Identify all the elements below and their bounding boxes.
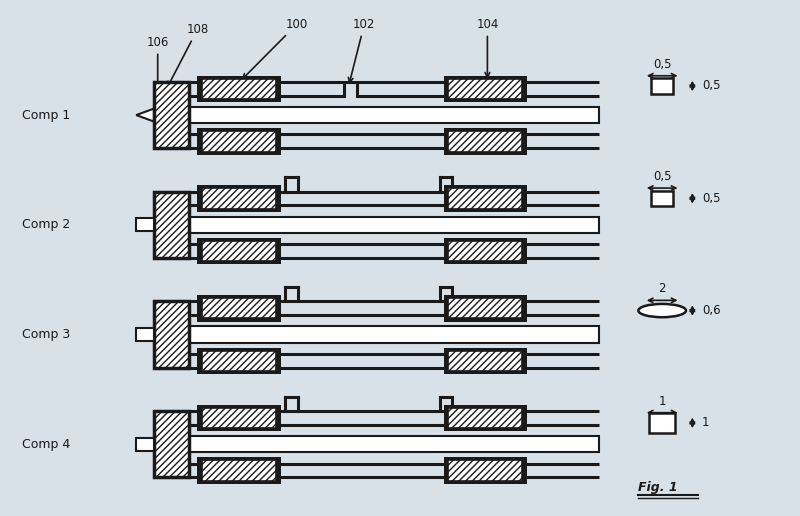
- Bar: [136, 328, 154, 341]
- Text: 0,5: 0,5: [702, 79, 720, 92]
- Text: 100: 100: [242, 18, 308, 78]
- Bar: [449, 188, 522, 209]
- Bar: [444, 128, 527, 155]
- Bar: [449, 408, 522, 428]
- Bar: [198, 348, 281, 374]
- Bar: [198, 185, 281, 212]
- Bar: [198, 457, 281, 484]
- Text: 0,5: 0,5: [653, 170, 671, 183]
- Bar: [187, 107, 598, 123]
- Bar: [444, 238, 527, 264]
- Bar: [187, 436, 598, 453]
- Bar: [202, 351, 276, 371]
- Text: 102: 102: [348, 18, 375, 83]
- Bar: [202, 408, 276, 428]
- Bar: [202, 241, 276, 261]
- Bar: [198, 238, 281, 264]
- Bar: [449, 78, 522, 99]
- Bar: [198, 295, 281, 321]
- Bar: [187, 327, 598, 343]
- Bar: [136, 438, 154, 450]
- Bar: [154, 191, 190, 258]
- Bar: [449, 188, 522, 209]
- Bar: [444, 405, 527, 431]
- Text: 1: 1: [658, 395, 666, 408]
- Bar: [444, 348, 527, 374]
- Bar: [202, 408, 276, 428]
- Bar: [202, 298, 276, 318]
- Text: 0,5: 0,5: [702, 192, 720, 205]
- Bar: [444, 75, 527, 102]
- Bar: [449, 460, 522, 481]
- Bar: [202, 78, 276, 99]
- Bar: [444, 295, 527, 321]
- Bar: [449, 78, 522, 99]
- Ellipse shape: [638, 304, 686, 317]
- Text: Comp 2: Comp 2: [22, 218, 70, 231]
- Bar: [202, 188, 276, 209]
- Bar: [154, 301, 190, 368]
- Bar: [154, 411, 190, 477]
- Bar: [449, 131, 522, 152]
- Text: 106: 106: [146, 36, 169, 95]
- Text: 0,5: 0,5: [653, 58, 671, 71]
- Bar: [187, 217, 598, 233]
- Bar: [449, 241, 522, 261]
- Bar: [649, 413, 675, 433]
- Bar: [449, 408, 522, 428]
- Bar: [154, 191, 190, 258]
- Bar: [449, 298, 522, 318]
- Bar: [154, 191, 190, 258]
- Bar: [444, 185, 527, 212]
- Bar: [449, 351, 522, 371]
- Bar: [444, 457, 527, 484]
- Bar: [449, 351, 522, 371]
- Text: 108: 108: [168, 23, 209, 87]
- Bar: [202, 131, 276, 152]
- Bar: [449, 131, 522, 152]
- Bar: [154, 411, 190, 477]
- Text: Comp 3: Comp 3: [22, 328, 70, 341]
- Bar: [154, 82, 190, 148]
- Bar: [202, 298, 276, 318]
- Bar: [651, 78, 674, 93]
- Bar: [651, 190, 674, 206]
- Bar: [154, 301, 190, 368]
- Bar: [202, 188, 276, 209]
- Text: Fig. 1: Fig. 1: [638, 481, 678, 494]
- Text: Comp 4: Comp 4: [22, 438, 70, 451]
- Bar: [136, 218, 154, 231]
- Bar: [449, 298, 522, 318]
- Text: 0,6: 0,6: [702, 304, 721, 317]
- Text: 104: 104: [476, 18, 498, 77]
- Text: 2: 2: [658, 282, 666, 295]
- Bar: [154, 82, 190, 148]
- Bar: [198, 75, 281, 102]
- Bar: [202, 131, 276, 152]
- Bar: [202, 460, 276, 481]
- Bar: [154, 301, 190, 368]
- Bar: [202, 78, 276, 99]
- Bar: [449, 460, 522, 481]
- Bar: [202, 351, 276, 371]
- Text: 1: 1: [702, 416, 710, 429]
- Bar: [154, 82, 190, 148]
- Bar: [198, 128, 281, 155]
- Bar: [198, 405, 281, 431]
- Bar: [202, 460, 276, 481]
- Bar: [154, 411, 190, 477]
- Bar: [449, 241, 522, 261]
- Text: Comp 1: Comp 1: [22, 108, 70, 122]
- Bar: [202, 241, 276, 261]
- Polygon shape: [136, 109, 154, 121]
